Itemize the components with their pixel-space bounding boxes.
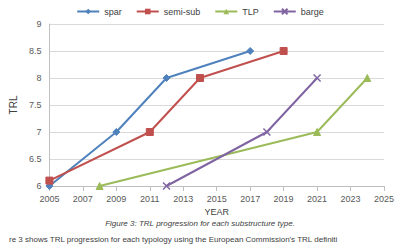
svg-text:8: 8 — [36, 73, 41, 83]
svg-text:re 3 shows TRL progression for: re 3 shows TRL progression for each typo… — [9, 235, 338, 244]
svg-text:6.5: 6.5 — [29, 154, 42, 164]
svg-text:6: 6 — [36, 181, 41, 191]
svg-text:barge: barge — [301, 7, 324, 17]
svg-text:2019: 2019 — [274, 194, 294, 204]
svg-text:spar: spar — [104, 7, 122, 17]
svg-text:TLP: TLP — [242, 7, 259, 17]
svg-text:2015: 2015 — [207, 194, 227, 204]
svg-text:7: 7 — [36, 127, 41, 137]
svg-text:semi-sub: semi-sub — [164, 7, 201, 17]
svg-text:9: 9 — [36, 19, 41, 29]
svg-text:7.5: 7.5 — [29, 100, 42, 110]
svg-text:2021: 2021 — [307, 194, 327, 204]
svg-text:2023: 2023 — [341, 194, 361, 204]
svg-text:2025: 2025 — [374, 194, 394, 204]
svg-text:Figure 3: TRL progression for: Figure 3: TRL progression for each subst… — [105, 219, 295, 228]
svg-text:2009: 2009 — [106, 194, 126, 204]
svg-text:2007: 2007 — [73, 194, 93, 204]
svg-text:2017: 2017 — [240, 194, 260, 204]
svg-text:TRL: TRL — [8, 95, 19, 114]
svg-text:2005: 2005 — [39, 194, 59, 204]
svg-text:2011: 2011 — [140, 194, 159, 204]
svg-text:YEAR: YEAR — [204, 207, 229, 217]
svg-text:2013: 2013 — [173, 194, 193, 204]
svg-text:8.5: 8.5 — [29, 46, 42, 56]
